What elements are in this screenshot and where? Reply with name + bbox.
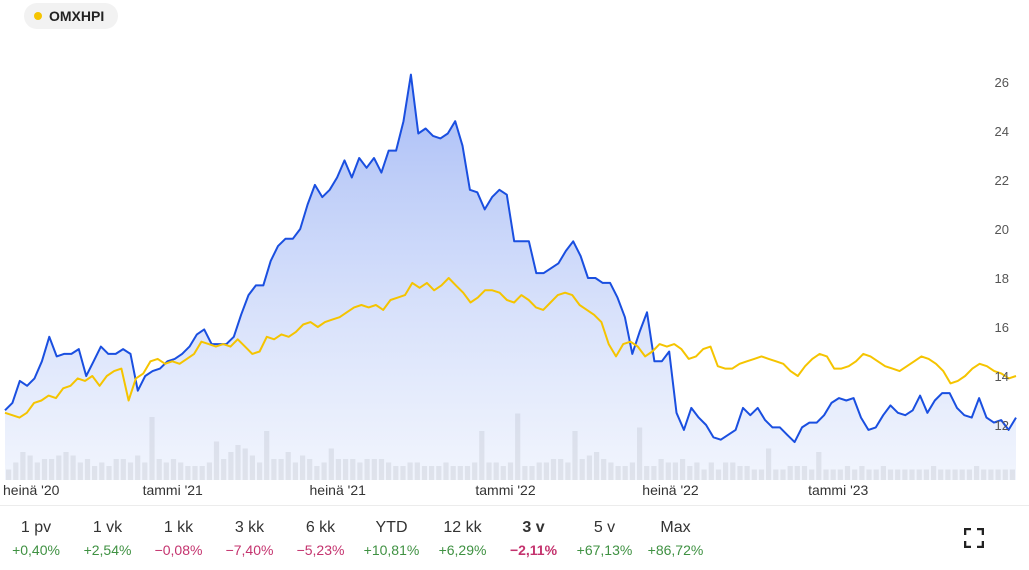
expand-icon[interactable] (964, 528, 984, 548)
period-change: +10,81% (363, 542, 420, 558)
period-change: +0,40% (12, 542, 60, 558)
series-area (5, 74, 1016, 480)
period-label: 12 kk (443, 519, 482, 536)
series-line-yellow (4, 277, 1017, 419)
period-label: 1 vk (92, 519, 123, 536)
x-tick-label: heinä '22 (642, 482, 699, 495)
x-tick-label: tammi '21 (143, 482, 203, 495)
y-tick-label: 26 (995, 75, 1009, 90)
period-label: 1 pv (20, 519, 52, 536)
period-change: +67,13% (576, 542, 633, 558)
price-chart[interactable]: 12 14 16 18 20 22 24 26 heinä '20 tammi '21 heinä … (0, 40, 1029, 495)
period-label: YTD (375, 519, 408, 536)
period-selector: 1 pv +0,40% 1 vk +2,54% 1 kk −0,08% 3 kk −7,40%… (0, 516, 760, 566)
period-12-kk[interactable]: 12 kk +6,29% (427, 516, 498, 566)
period-5-v[interactable]: 5 v +67,13% (569, 516, 640, 566)
series-line-blue (4, 73, 1017, 444)
period-change: −7,40% (225, 542, 274, 558)
y-tick-label: 16 (995, 320, 1009, 335)
period-change: +86,72% (647, 542, 704, 558)
period-6-kk[interactable]: 6 kk −5,23% (285, 516, 356, 566)
period-3-kk[interactable]: 3 kk −7,40% (214, 516, 285, 566)
period-change: −2,11% (509, 542, 558, 558)
period-change: −0,08% (154, 542, 203, 558)
y-tick-label: 20 (995, 222, 1009, 237)
period-change: +6,29% (438, 542, 487, 558)
period-ytd[interactable]: YTD +10,81% (356, 516, 427, 566)
y-tick-label: 24 (995, 124, 1009, 139)
period-max[interactable]: Max +86,72% (640, 516, 711, 566)
legend-label: OMXHPI (49, 8, 105, 24)
y-tick-label: 22 (995, 173, 1009, 188)
period-3-v[interactable]: 3 v −2,11% (498, 516, 569, 566)
y-tick-label: 12 (995, 418, 1009, 433)
period-label: 3 kk (234, 519, 265, 536)
x-tick-label: tammi '23 (808, 482, 868, 495)
x-tick-label: tammi '22 (475, 482, 535, 495)
period-1-vk[interactable]: 1 vk +2,54% (72, 516, 143, 566)
x-tick-label: heinä '21 (310, 482, 367, 495)
period-1-pv[interactable]: 1 pv +0,40% (0, 516, 72, 566)
period-change: +2,54% (83, 542, 132, 558)
period-label: 1 kk (163, 519, 194, 536)
y-tick-label: 14 (995, 369, 1009, 384)
legend-chip[interactable]: OMXHPI (24, 3, 119, 29)
divider (0, 505, 1029, 506)
y-tick-label: 18 (995, 271, 1009, 286)
period-label: 3 v (522, 519, 545, 536)
x-tick-label: heinä '20 (3, 482, 60, 495)
legend-dot (34, 12, 42, 20)
period-label: Max (660, 519, 691, 536)
period-label: 6 kk (305, 519, 336, 536)
period-1-kk[interactable]: 1 kk −0,08% (143, 516, 214, 566)
period-label: 5 v (593, 519, 616, 536)
period-change: −5,23% (296, 542, 345, 558)
